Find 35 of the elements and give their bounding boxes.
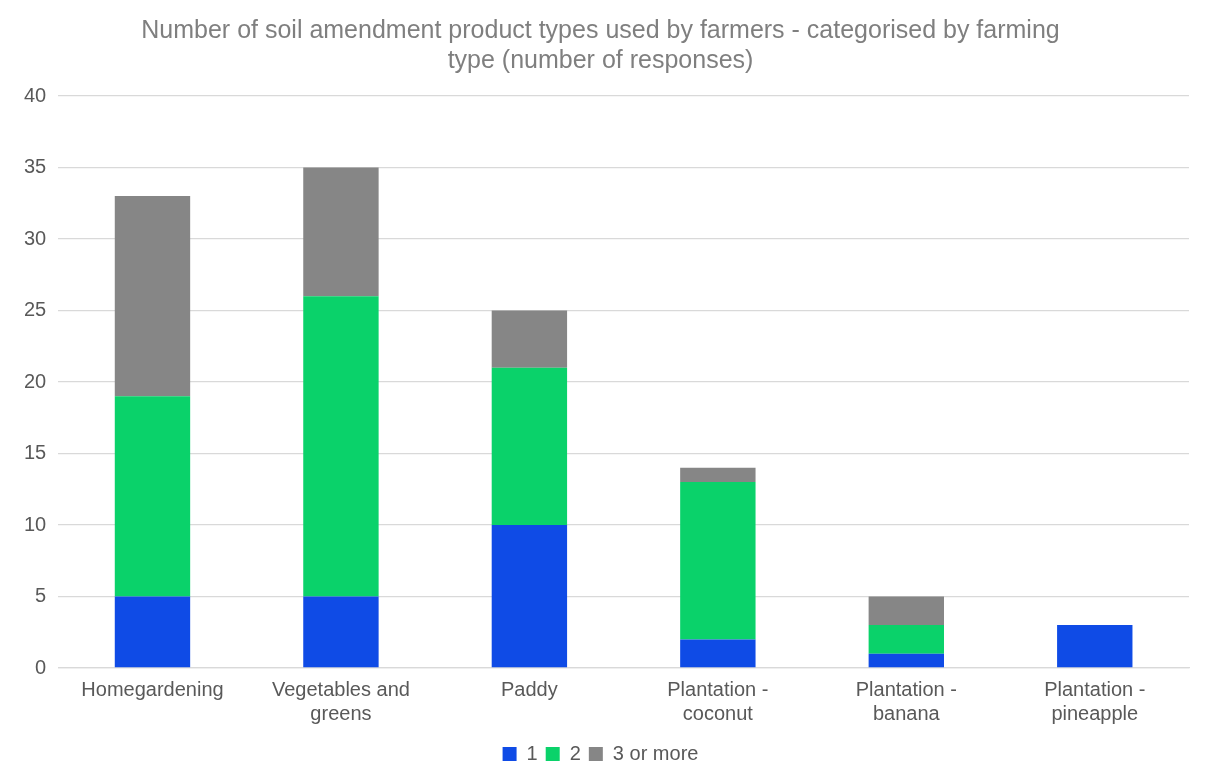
- bar: [114, 596, 191, 668]
- bar: [491, 310, 568, 368]
- bar: [868, 596, 944, 626]
- bar: [303, 596, 379, 668]
- y-tick-label: 10: [24, 512, 47, 535]
- legend-label: 3 or more: [612, 741, 699, 764]
- bar: [114, 196, 191, 397]
- x-tick-label: Plantation - banana: [855, 677, 957, 724]
- legend-label: 1: [526, 741, 538, 764]
- y-tick-label: 40: [24, 83, 47, 106]
- bar: [680, 467, 756, 483]
- bar: [303, 296, 379, 597]
- bar: [680, 482, 756, 640]
- bar: [868, 653, 944, 668]
- bar: [1057, 625, 1133, 668]
- bar: [303, 167, 379, 297]
- y-tick-label: 25: [24, 298, 47, 321]
- bar: [680, 639, 756, 668]
- bar: [491, 525, 568, 668]
- y-tick-label: 0: [35, 655, 47, 678]
- x-tick-label: Paddy: [501, 677, 558, 700]
- bar: [868, 625, 944, 654]
- x-tick-label: Vegetables and greens: [271, 677, 410, 724]
- y-tick-label: 15: [24, 441, 47, 464]
- x-tick-label: Plantation - coconut: [667, 677, 769, 724]
- y-tick-label: 5: [35, 584, 47, 607]
- bar: [114, 396, 191, 597]
- bar: [491, 367, 568, 525]
- y-tick-label: 20: [24, 369, 47, 392]
- x-tick-label: Homegardening: [81, 677, 224, 700]
- x-tick-label: Plantation - pineapple: [1044, 677, 1146, 724]
- y-tick-label: 30: [24, 226, 47, 249]
- chart-title: Number of soil amendment product types used by farmers - categorised by farming type (number of responses): [141, 14, 1060, 73]
- y-tick-label: 35: [24, 155, 47, 178]
- legend-label: 2: [569, 741, 581, 764]
